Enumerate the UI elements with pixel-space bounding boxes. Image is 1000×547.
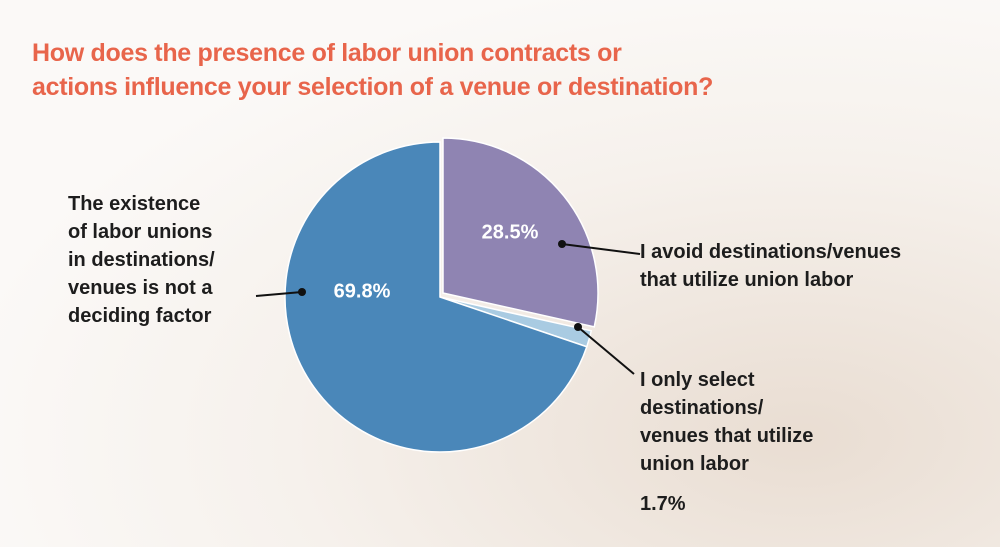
leader-line (561, 243, 641, 255)
leader-dot (558, 240, 566, 248)
category-label: I only select destinations/ venues that … (640, 369, 814, 475)
leader-dot (574, 323, 582, 331)
leader-dot (298, 288, 306, 296)
category-label: The existence of labor unions in destina… (68, 193, 215, 327)
category-label: I avoid destinations/venues that utilize… (640, 241, 902, 291)
leader-line (255, 291, 303, 297)
value-label: 28.5% (482, 221, 539, 243)
value-label: 69.8% (334, 280, 391, 302)
chart-title: How does the presence of labor union con… (32, 39, 714, 101)
value-label: 1.7% (640, 493, 686, 515)
pie-slice (284, 141, 588, 453)
pie-slice (442, 137, 599, 328)
leader-line (577, 326, 635, 375)
